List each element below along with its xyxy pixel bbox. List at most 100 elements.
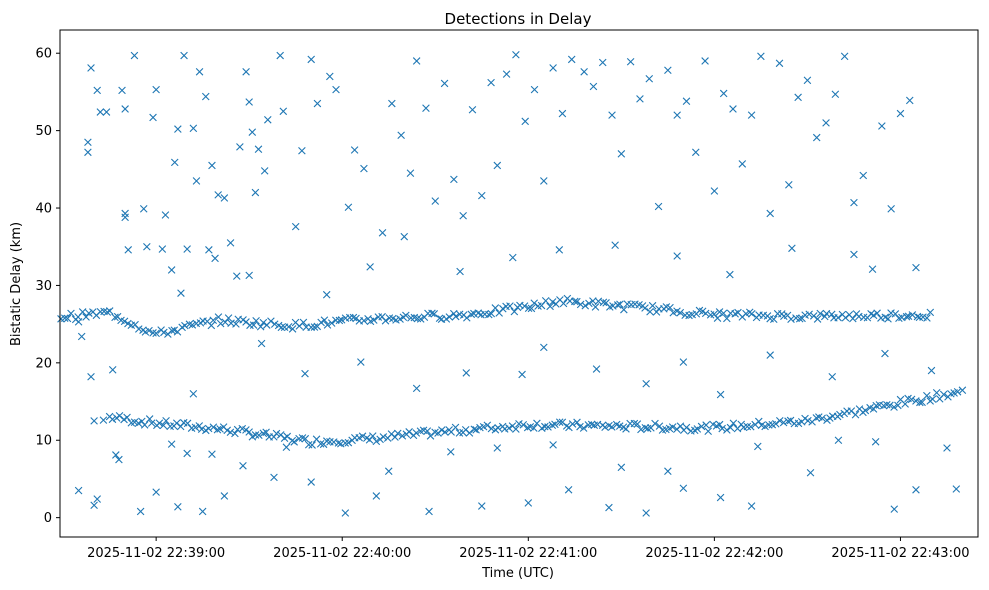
detection-marker xyxy=(298,434,307,442)
detection-marker xyxy=(747,111,756,119)
detection-marker xyxy=(323,321,332,329)
detection-marker xyxy=(894,401,902,410)
detection-marker xyxy=(573,418,581,427)
detection-marker xyxy=(859,171,868,180)
detection-marker xyxy=(616,300,624,309)
detection-marker xyxy=(568,420,577,428)
detection-marker xyxy=(327,319,336,327)
detection-marker xyxy=(902,312,911,321)
detection-marker xyxy=(868,265,877,273)
detection-marker xyxy=(510,307,519,316)
detection-marker xyxy=(822,119,830,127)
detection-marker xyxy=(747,502,756,510)
detection-marker xyxy=(716,493,725,502)
detection-marker xyxy=(747,310,756,318)
detection-marker xyxy=(226,428,235,437)
detection-marker xyxy=(330,438,338,446)
detection-marker xyxy=(905,96,914,105)
detection-marker xyxy=(174,503,182,511)
detection-marker xyxy=(463,314,471,322)
detection-marker xyxy=(818,414,826,423)
detection-marker xyxy=(298,146,306,155)
detection-marker xyxy=(642,379,650,388)
detection-marker xyxy=(245,98,253,106)
detection-marker xyxy=(939,390,948,399)
detection-marker xyxy=(515,420,523,428)
detection-marker xyxy=(384,467,393,475)
detection-marker xyxy=(518,370,526,379)
detection-marker xyxy=(407,314,415,322)
detection-marker xyxy=(916,398,924,407)
detection-marker xyxy=(787,315,795,323)
detection-marker xyxy=(836,410,844,419)
detection-marker xyxy=(869,311,878,320)
detection-marker xyxy=(641,423,650,432)
detection-marker xyxy=(197,425,206,433)
detection-marker xyxy=(77,332,86,341)
detection-marker xyxy=(519,421,528,429)
detection-marker xyxy=(159,421,168,430)
detection-marker xyxy=(541,422,549,431)
detection-marker xyxy=(158,245,167,253)
detection-marker xyxy=(252,316,260,325)
x-tick-label: 2025-11-02 22:41:00 xyxy=(459,546,597,561)
detection-marker xyxy=(441,428,449,436)
detection-marker xyxy=(450,175,458,184)
detection-marker xyxy=(121,209,129,218)
detection-marker xyxy=(477,502,486,510)
detection-marker xyxy=(282,443,291,451)
detection-marker xyxy=(174,125,182,133)
detection-marker xyxy=(451,312,460,321)
detection-marker xyxy=(512,50,520,59)
detection-marker xyxy=(746,422,755,431)
detection-marker xyxy=(358,432,367,441)
detection-marker xyxy=(757,52,765,61)
detection-marker xyxy=(413,314,422,323)
detection-marker xyxy=(308,441,316,449)
detection-marker xyxy=(209,316,218,325)
detection-marker xyxy=(337,316,346,324)
detection-marker xyxy=(718,424,726,433)
detection-marker xyxy=(851,410,860,419)
detection-marker xyxy=(524,499,533,507)
detection-marker xyxy=(402,311,410,320)
detection-marker xyxy=(366,263,374,271)
detection-marker xyxy=(246,321,254,330)
detection-marker xyxy=(139,205,148,213)
detection-marker xyxy=(813,315,822,323)
detection-marker xyxy=(185,320,194,329)
detection-marker xyxy=(372,492,381,500)
detection-marker xyxy=(208,161,216,170)
detection-marker xyxy=(803,76,812,85)
detection-marker xyxy=(440,79,449,88)
detection-marker xyxy=(283,432,292,441)
detection-marker xyxy=(140,421,149,429)
detection-marker xyxy=(74,486,83,495)
detection-marker xyxy=(912,485,920,494)
detection-marker xyxy=(521,117,529,126)
x-tick-label: 2025-11-02 22:43:00 xyxy=(831,546,969,561)
detection-marker xyxy=(123,413,131,422)
detection-marker xyxy=(655,422,664,430)
detection-marker xyxy=(775,59,784,68)
detection-marker xyxy=(646,307,654,316)
detection-marker xyxy=(766,351,774,359)
detection-marker xyxy=(307,55,315,64)
detection-marker xyxy=(611,241,619,249)
detection-marker xyxy=(335,316,344,325)
detection-marker xyxy=(878,122,886,130)
detection-marker xyxy=(884,315,892,323)
detection-marker xyxy=(87,372,95,381)
detection-marker xyxy=(626,57,635,66)
detection-marker xyxy=(270,320,279,328)
detection-marker xyxy=(729,105,737,113)
detection-marker xyxy=(446,448,455,456)
detection-marker xyxy=(641,304,649,312)
detection-marker xyxy=(320,316,329,324)
plot-frame xyxy=(59,29,979,538)
detection-marker xyxy=(794,93,802,102)
detection-marker xyxy=(147,419,156,427)
detection-marker xyxy=(341,439,350,447)
detection-marker xyxy=(693,425,702,433)
detection-marker xyxy=(850,198,858,207)
